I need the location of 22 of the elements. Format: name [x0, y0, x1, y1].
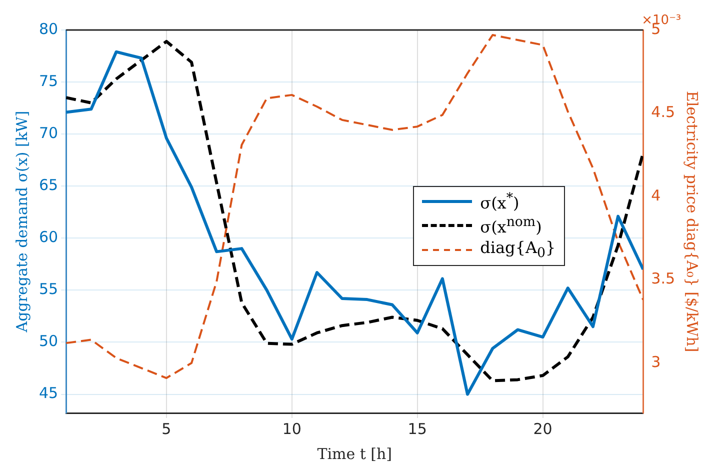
y-tick-label: 60	[38, 228, 58, 246]
y2-tick-label: 4.5	[651, 103, 676, 122]
y-tick-label: 65	[38, 176, 58, 194]
legend-label: diag{A$_{0}$}	[480, 238, 556, 262]
legend-label: σ(x$^{nom}$)	[480, 214, 542, 236]
x-tick-label: 10	[282, 420, 302, 438]
y2-tick-label: 3.5	[651, 270, 676, 288]
y-tick-label: 80	[38, 20, 58, 38]
x-axis-title: Time t [h]	[317, 444, 392, 463]
y2-tick-label: 3	[651, 352, 661, 371]
y-tick-label: 70	[38, 124, 58, 142]
y-axis-title: Aggregate demand σ(x) [kW]	[12, 110, 31, 334]
y2-tick-label: 4	[651, 186, 661, 204]
y-tick-label: 50	[38, 332, 58, 350]
legend-label: σ(x$^{*}$)	[480, 190, 520, 212]
y-tick-label: 45	[38, 384, 58, 402]
x-tick-label: 15	[408, 420, 427, 438]
x-tick-label: 20	[533, 420, 552, 438]
y-tick-label: 55	[38, 280, 58, 298]
y-tick-label: 75	[38, 72, 58, 90]
x-tick-label: 5	[162, 420, 172, 438]
y2-axis-title: Electricity price diag{A₀} [$/kWh]	[683, 90, 702, 352]
